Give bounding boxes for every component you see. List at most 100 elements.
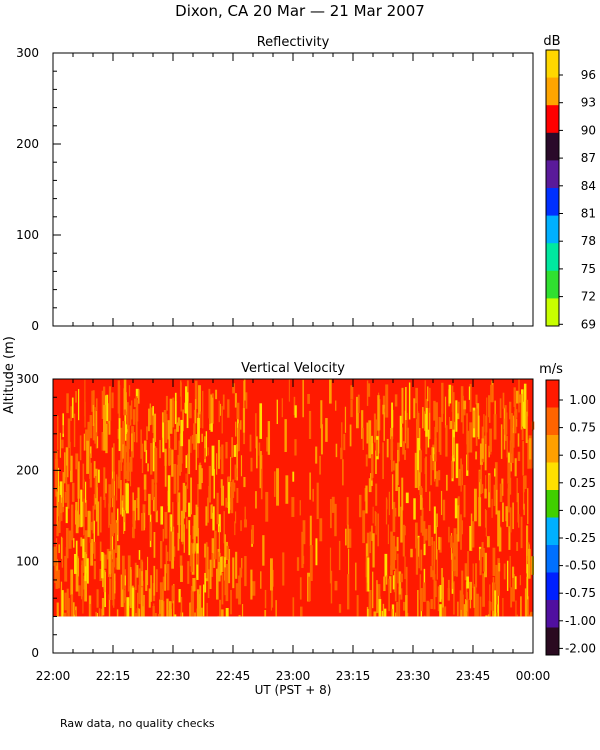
velocity-streak xyxy=(194,577,197,591)
velocity-streak xyxy=(488,400,491,423)
velocity-streak xyxy=(92,423,95,441)
colorbar-tick-label: 0.75 xyxy=(569,421,596,435)
velocity-streak xyxy=(475,563,478,588)
velocity-streak xyxy=(86,558,89,584)
colorbar-swatch xyxy=(546,517,559,546)
velocity-streak xyxy=(194,612,196,617)
velocity-streak xyxy=(385,575,388,585)
velocity-streak xyxy=(343,433,346,451)
velocity-streak xyxy=(405,387,407,420)
velocity-streak xyxy=(140,559,143,572)
velocity-streak xyxy=(509,401,512,420)
velocity-streak xyxy=(479,548,482,576)
velocity-streak xyxy=(112,495,116,534)
velocity-streak xyxy=(527,596,530,617)
velocity-streak xyxy=(527,488,529,525)
velocity-streak xyxy=(96,589,99,608)
velocity-streak xyxy=(217,615,221,617)
velocity-streak xyxy=(527,548,531,579)
velocity-streak xyxy=(126,597,130,617)
velocity-streak xyxy=(522,441,525,476)
velocity-streak xyxy=(426,600,430,617)
velocity-streak xyxy=(453,581,455,615)
velocity-streak xyxy=(135,407,138,443)
velocity-streak xyxy=(424,380,426,414)
velocity-streak xyxy=(434,426,437,462)
velocity-streak xyxy=(71,482,75,502)
velocity-streak xyxy=(141,443,144,474)
velocity-streak xyxy=(120,427,123,463)
velocity-streak xyxy=(234,521,236,536)
velocity-streak xyxy=(106,548,110,560)
velocity-streak xyxy=(517,433,520,447)
velocity-streak xyxy=(53,546,57,566)
velocity-streak xyxy=(216,453,218,475)
y-tick-label: 300 xyxy=(16,46,39,60)
colorbar-swatch xyxy=(546,298,559,327)
reflectivity-panel: Reflectivity 0 100 200 300 dB 96 93 90 87 84 81 7… xyxy=(16,34,596,333)
velocity-streak xyxy=(250,457,253,472)
velocity-streak xyxy=(267,421,271,455)
velocity-streak xyxy=(422,407,424,429)
velocity-streak xyxy=(390,531,393,568)
velocity-streak xyxy=(413,498,416,520)
velocity-streak xyxy=(382,404,385,415)
velocity-streak xyxy=(207,447,209,456)
velocity-streak xyxy=(381,610,384,617)
velocity-streak xyxy=(294,439,297,456)
velocity-streak xyxy=(220,479,223,488)
velocity-streak xyxy=(194,380,198,410)
velocity-streak xyxy=(59,481,63,514)
velocity-streak xyxy=(160,506,164,525)
velocity-streak xyxy=(85,500,88,517)
velocity-streak xyxy=(521,428,524,441)
velocity-streak xyxy=(201,433,203,442)
velocity-streak xyxy=(218,400,220,423)
velocity-streak xyxy=(82,579,84,614)
velocity-streak xyxy=(155,569,158,593)
velocity-streak xyxy=(520,596,522,617)
velocity-streak xyxy=(178,589,181,603)
velocity-streak xyxy=(422,582,426,602)
velocity-streak xyxy=(441,408,444,422)
velocity-streak xyxy=(221,485,225,506)
velocity-streak xyxy=(135,388,139,399)
velocity-streak xyxy=(485,615,488,617)
velocity-streak xyxy=(190,477,193,515)
colorbar-swatch xyxy=(546,50,559,79)
velocity-streak xyxy=(495,489,498,515)
velocity-streak xyxy=(195,434,197,470)
velocity-streak xyxy=(455,534,458,571)
velocity-streak xyxy=(206,497,210,523)
velocity-streak xyxy=(512,502,514,530)
velocity-streak xyxy=(469,422,473,453)
velocity-streak xyxy=(123,501,125,523)
velocity-streak xyxy=(375,512,377,535)
velocity-streak xyxy=(238,615,241,617)
velocity-streak xyxy=(392,575,395,590)
velocity-streak xyxy=(129,456,133,472)
velocity-streak xyxy=(394,568,397,602)
colorbar-tick-label: 75 xyxy=(581,262,596,276)
velocity-streak xyxy=(103,554,107,569)
velocity-streak xyxy=(61,502,63,522)
velocity-streak xyxy=(129,405,132,426)
velocity-streak xyxy=(494,468,496,477)
velocity-streak xyxy=(365,454,368,467)
velocity-streak xyxy=(132,510,135,539)
colorbar-frame xyxy=(545,49,560,327)
velocity-streak xyxy=(457,601,459,617)
velocity-streak xyxy=(481,438,484,459)
velocity-streak xyxy=(190,542,194,572)
velocity-streak xyxy=(240,455,243,477)
velocity-streak xyxy=(70,406,72,421)
velocity-streak xyxy=(312,488,314,502)
velocity-streak xyxy=(57,415,59,450)
velocity-streak xyxy=(211,445,215,476)
velocity-streak xyxy=(132,409,136,425)
velocity-streak xyxy=(383,576,386,592)
velocity-streak xyxy=(61,590,64,617)
velocity-streak xyxy=(272,569,274,587)
velocity-streak xyxy=(230,456,232,482)
velocity-streak xyxy=(479,443,483,465)
